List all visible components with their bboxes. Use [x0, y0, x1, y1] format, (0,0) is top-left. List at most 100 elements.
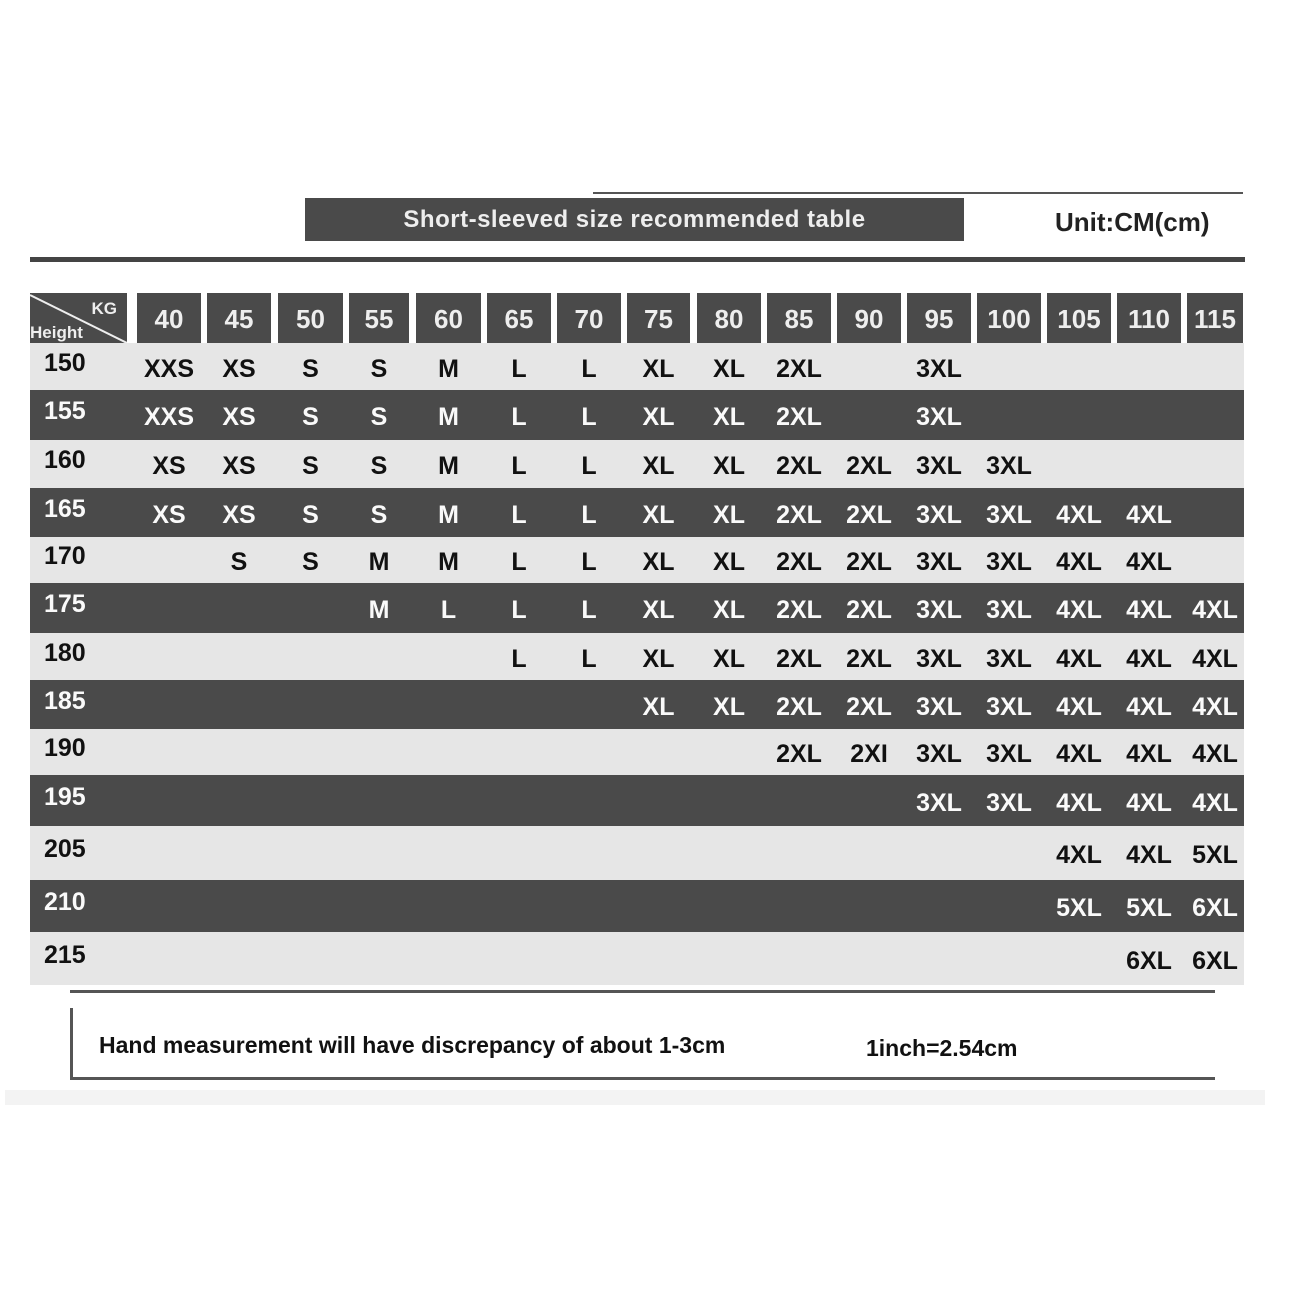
table-row: 210 5XL 5XL 6XL [30, 880, 1244, 932]
height-cell: 175 [44, 590, 86, 618]
size-cell: M [368, 596, 390, 624]
weight-header: 40 [137, 293, 201, 343]
size-cell: 3XL [986, 692, 1032, 721]
size-cell: 2XL [776, 500, 822, 529]
size-cell: 3XL [916, 354, 962, 383]
size-cell: 2XL [776, 403, 822, 431]
size-cell: M [438, 403, 459, 431]
weight-axis-label: KG [91, 299, 118, 318]
size-cell: 3XL [986, 740, 1032, 768]
size-cell: 4XL [1126, 692, 1172, 721]
weight-header: 60 [416, 293, 481, 343]
height-cell: 185 [44, 686, 86, 715]
size-cell: XL [713, 596, 745, 624]
size-cell: L [511, 354, 527, 383]
size-cell: XL [713, 644, 745, 673]
size-cell: 2XL [776, 354, 822, 383]
size-cell: XL [713, 548, 745, 576]
size-cell: 2XL [846, 644, 892, 673]
size-cell: L [511, 403, 527, 431]
size-cell: XL [642, 354, 675, 383]
size-cell: 5XL [1056, 894, 1102, 922]
height-cell: 150 [44, 348, 86, 377]
size-cell: XS [222, 500, 256, 529]
size-cell: L [511, 596, 527, 624]
size-cell: 4XL [1056, 500, 1102, 529]
size-cell: L [581, 548, 597, 576]
diagonal-line-icon [30, 294, 127, 343]
size-cell: 3XL [986, 644, 1032, 673]
size-cell: M [438, 354, 459, 383]
size-cell: L [581, 644, 597, 673]
size-cell: 4XL [1192, 596, 1238, 624]
size-cell: L [581, 500, 597, 529]
size-cell: 6XL [1192, 946, 1238, 975]
size-cell: L [511, 452, 527, 480]
size-cell: 6XL [1126, 946, 1172, 975]
table-row: 185 XL XL 2XL 2XL 3XL 3XL 4XL 4XL 4XL [30, 680, 1244, 729]
table-row: 180 L L XL XL 2XL 2XL 3XL 3XL 4XL 4XL 4XL [30, 633, 1244, 680]
size-cell: XS [222, 354, 256, 383]
size-cell: S [370, 452, 388, 480]
divider [70, 1008, 73, 1080]
measurement-note: Hand measurement will have discrepancy o… [99, 1032, 726, 1058]
size-cell: 4XL [1126, 841, 1172, 869]
size-cell: S [302, 548, 319, 576]
height-cell: 160 [44, 446, 86, 474]
size-cell: 4XL [1056, 692, 1102, 721]
size-cell: 3XL [986, 548, 1032, 576]
size-cell: 5XL [1126, 894, 1172, 922]
size-cell: 4XL [1056, 740, 1102, 768]
size-cell: S [370, 500, 388, 529]
height-axis-label: Height [30, 323, 83, 342]
size-cell: S [302, 500, 319, 529]
size-cell: XL [713, 354, 745, 383]
size-cell: M [368, 548, 390, 576]
inch-conversion: 1inch=2.54cm [866, 1035, 1018, 1061]
size-cell: L [581, 354, 597, 383]
bottom-band [5, 1090, 1265, 1105]
table-row: 195 3XL 3XL 4XL 4XL 4XL [30, 775, 1244, 826]
size-cell: 3XL [916, 452, 962, 480]
height-cell: 165 [44, 494, 86, 523]
size-cell: 2XL [776, 452, 822, 480]
weight-header: 75 [627, 293, 690, 343]
size-cell: 3XL [916, 548, 962, 576]
height-cell: 210 [44, 888, 86, 916]
size-cell: 3XL [916, 500, 962, 529]
weight-header: 65 [487, 293, 551, 343]
size-cell: 2XL [776, 596, 822, 624]
size-cell: 4XL [1056, 841, 1102, 869]
table-row: 160 XS XS S S M L L XL XL 2XL 2XL 3XL 3XL [30, 440, 1244, 488]
height-cell: 205 [44, 835, 86, 863]
size-cell: XL [642, 596, 675, 624]
size-cell: 4XL [1056, 788, 1102, 817]
size-cell: L [511, 644, 527, 673]
weight-header: 90 [837, 293, 901, 343]
size-cell: XL [642, 500, 675, 529]
table-row: 205 4XL 4XL 5XL [30, 826, 1244, 880]
size-cell: S [370, 354, 388, 383]
size-cell: M [438, 548, 459, 576]
divider [70, 990, 1215, 993]
size-cell: 3XL [916, 403, 962, 431]
size-cell: S [302, 403, 319, 431]
weight-header: 85 [767, 293, 831, 343]
size-cell: 2XL [846, 452, 892, 480]
size-cell: L [511, 500, 527, 529]
table-row: 190 2XL 2XI 3XL 3XL 4XL 4XL 4XL [30, 729, 1244, 775]
size-cell: 3XL [986, 452, 1032, 480]
size-cell: 6XL [1192, 894, 1238, 922]
size-cell: S [370, 403, 388, 431]
table-row: 170 S S M M L L XL XL 2XL 2XL 3XL 3XL 4XL 4XL [30, 537, 1244, 583]
size-cell: XXS [143, 354, 195, 383]
height-cell: 215 [44, 940, 86, 969]
height-cell: 180 [44, 638, 86, 667]
table-corner-header: KG Height [30, 293, 127, 343]
size-cell: M [438, 500, 459, 529]
weight-header: 50 [278, 293, 343, 343]
size-cell: 2XI [850, 740, 888, 768]
weight-header: 70 [557, 293, 621, 343]
size-cell: L [581, 403, 597, 431]
size-cell: L [581, 596, 597, 624]
